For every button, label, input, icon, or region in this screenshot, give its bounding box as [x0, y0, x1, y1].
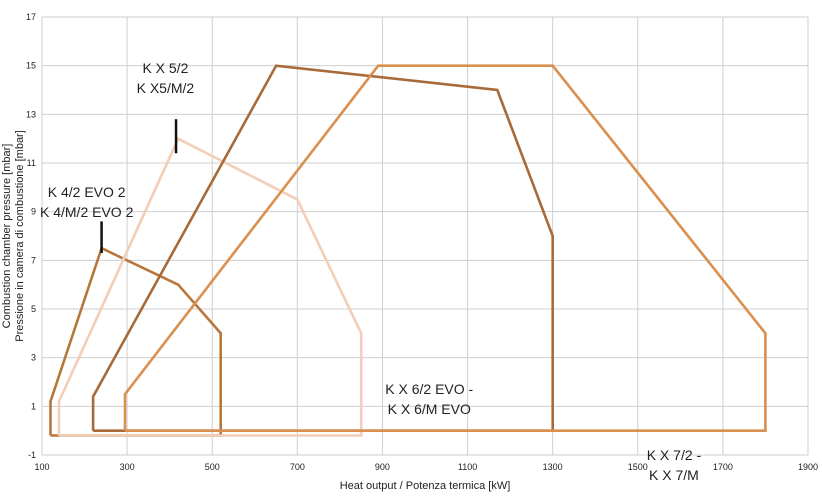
series-label-3-line-2: K X 6/M EVO — [388, 401, 471, 417]
y-tick-label: 1 — [31, 401, 36, 411]
x-tick-label: 700 — [290, 462, 305, 472]
x-tick-label: 1100 — [458, 462, 477, 472]
y-tick-label: 3 — [31, 353, 36, 363]
y-tick-label: 7 — [31, 255, 36, 265]
y-tick-label: 11 — [27, 158, 36, 168]
series-line-2 — [57, 136, 363, 437]
series-label-1-line-2: K 4/M/2 EVO 2 — [40, 204, 134, 220]
x-tick-label: 300 — [120, 462, 135, 472]
y-axis-title-en: Combustion chamber pressure [mbar] — [1, 144, 13, 329]
x-tick-label: 900 — [375, 462, 390, 472]
series-line-4 — [123, 64, 767, 433]
tick-labels: 100 300 500 700 900 1100 1300 1500 1700 1900-1135… — [26, 12, 818, 472]
x-tick-label: 500 — [205, 462, 220, 472]
series-label-4-line-2: K X 7/M — [649, 467, 699, 483]
x-tick-label: 1700 — [713, 462, 733, 472]
y-tick-label: 15 — [26, 61, 36, 71]
series-labels: K 4/2 EVO 2 K 4/M/2 EVO 2 K X 5/2 K X5/M/2 K… — [40, 60, 702, 483]
y-tick-label: 13 — [26, 109, 36, 119]
series-label-1-line-1: K 4/2 EVO 2 — [48, 184, 126, 200]
x-tick-label: 1900 — [798, 462, 818, 472]
x-tick-label: 1500 — [628, 462, 648, 472]
x-axis-title: Heat output / Potenza termica [kW] — [340, 480, 511, 492]
y-tick-label: 9 — [31, 207, 36, 217]
series-label-3-line-1: K X 6/2 EVO - — [385, 381, 473, 397]
series-label-2-line-2: K X5/M/2 — [137, 80, 195, 96]
y-axis-title-it: Pressione in camera di combustione [mbar… — [14, 130, 26, 342]
series-group — [49, 64, 767, 437]
series-label-2-line-1: K X 5/2 — [142, 60, 188, 76]
y-tick-label: 5 — [31, 304, 36, 314]
series-label-4-line-1: K X 7/2 - — [647, 447, 702, 463]
y-tick-label: -1 — [28, 450, 36, 460]
grid — [41, 16, 809, 456]
y-tick-label: 17 — [26, 12, 36, 22]
x-tick-label: 1300 — [543, 462, 563, 472]
x-tick-label: 100 — [34, 462, 49, 472]
